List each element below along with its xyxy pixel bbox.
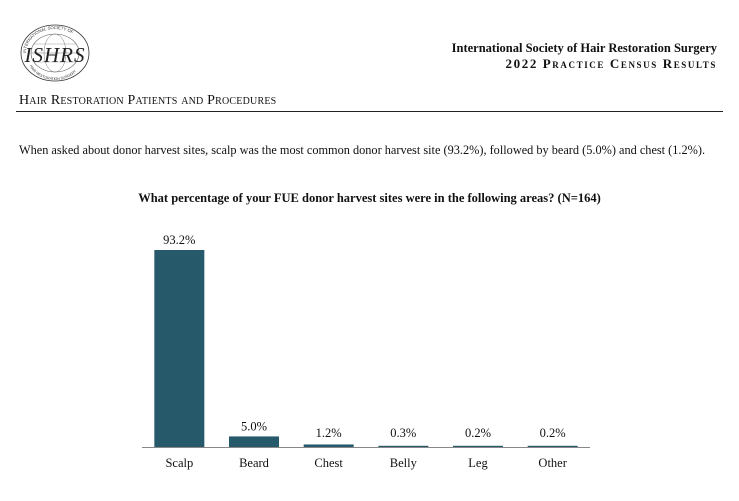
data-label-chest: 1.2% [316,426,342,440]
x-tick-label-scalp: Scalp [165,456,193,470]
x-tick-label-other: Other [538,456,567,470]
x-tick-label-chest: Chest [314,456,343,470]
chart-title: What percentage of your FUE donor harves… [138,191,601,205]
summary-paragraph: When asked about donor harvest sites, sc… [19,143,706,157]
x-tick-label-leg: Leg [468,456,488,470]
data-label-belly: 0.3% [390,426,416,440]
bar-belly [378,445,429,447]
bar-beard [229,436,279,447]
section-heading: Hair Restoration Patients and Procedures [19,93,277,108]
header-divider [16,111,723,112]
report-title: 2022 Practice Census Results [505,56,717,71]
data-label-other: 0.2% [540,426,566,440]
ishrs-logo: INTERNATIONAL SOCIETY OF HAIR RESTORATIO… [20,24,90,82]
bar-other [527,445,578,447]
data-label-leg: 0.2% [465,426,491,440]
data-label-beard: 5.0% [241,419,267,433]
logo-lettering: ISHRS [24,43,86,67]
bar-leg [453,445,503,447]
x-tick-label-beard: Beard [239,456,270,470]
bar-chest [303,444,354,447]
data-label-scalp: 93.2% [163,233,195,247]
bar-scalp [154,250,205,447]
organization-name: International Society of Hair Restoratio… [451,41,717,55]
x-tick-label-belly: Belly [390,456,418,470]
